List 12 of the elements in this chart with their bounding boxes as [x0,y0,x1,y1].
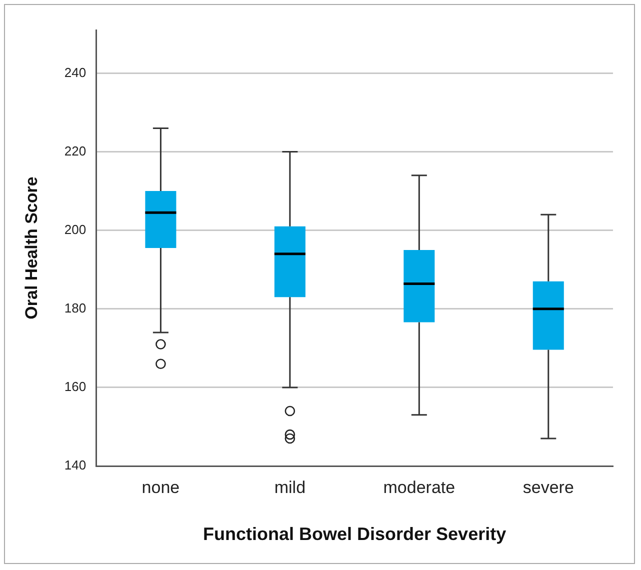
y-tick-label: 220 [64,143,86,158]
x-tick-label: none [142,478,180,497]
x-tick-label: severe [522,478,574,497]
y-tick-label: 160 [64,379,86,394]
y-axis-title: Oral Health Score [22,176,41,320]
y-tick-label: 240 [64,64,86,80]
x-tick-label: mild [274,478,306,497]
y-tick-label: 140 [64,458,86,473]
x-tick-label: moderate [383,478,456,497]
y-tick-label: 180 [64,300,86,316]
x-axis-title: Functional Bowel Disorder Severity [203,524,506,544]
y-tick-label: 200 [64,222,86,237]
